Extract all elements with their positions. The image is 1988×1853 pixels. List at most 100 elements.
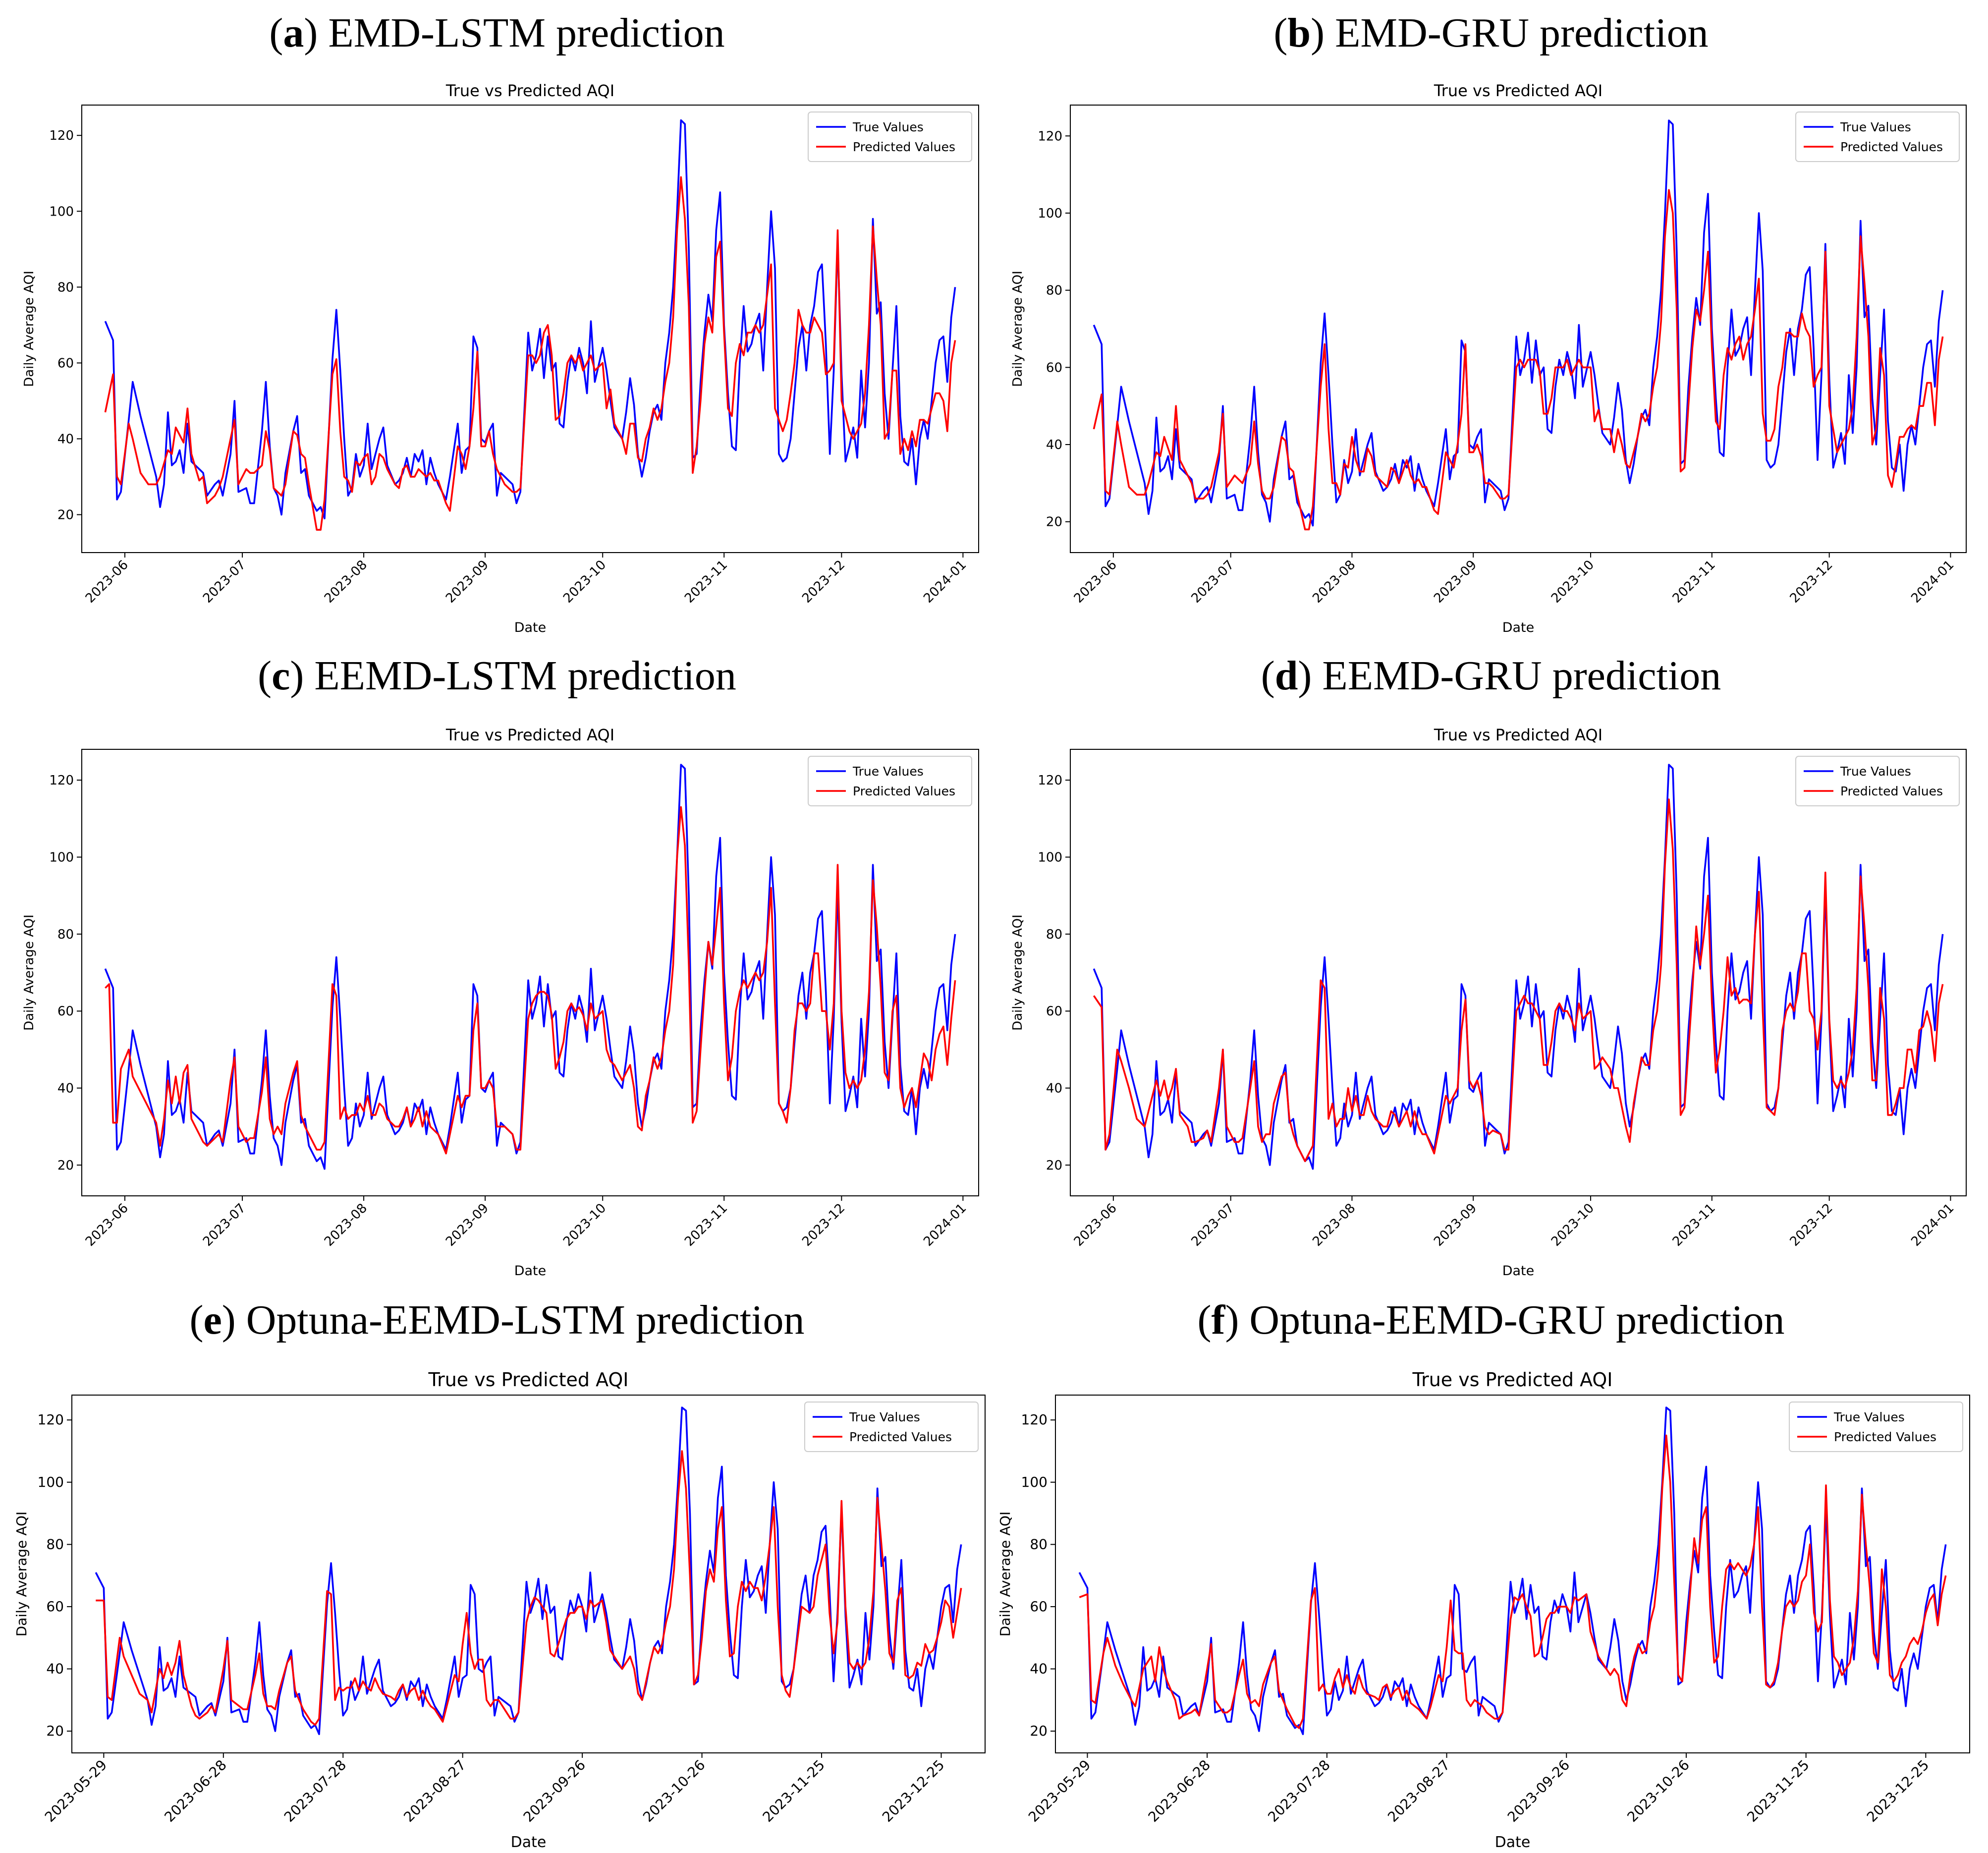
y-axis-label: Daily Average AQI xyxy=(1010,914,1025,1031)
y-tick-label: 20 xyxy=(1046,1158,1062,1173)
legend-true-label: True Values xyxy=(1833,1410,1905,1424)
y-tick-label: 120 xyxy=(49,128,74,143)
chart-title: True vs Predicted AQI xyxy=(1412,1369,1612,1391)
legend-box xyxy=(1789,1402,1963,1452)
plot-area xyxy=(1070,749,1967,1196)
legend-box xyxy=(804,1402,979,1452)
legend-box xyxy=(1795,756,1960,806)
y-tick-label: 120 xyxy=(1038,129,1062,144)
y-tick-label: 20 xyxy=(1030,1723,1048,1739)
y-tick-label: 120 xyxy=(1021,1411,1048,1428)
y-axis-label: Daily Average AQI xyxy=(997,1512,1013,1637)
y-tick-label: 80 xyxy=(1030,1536,1048,1552)
legend-pred-label: Predicted Values xyxy=(853,784,955,798)
y-tick-label: 40 xyxy=(57,1081,74,1096)
y-tick-label: 40 xyxy=(57,432,74,447)
plot-area xyxy=(1055,1395,1970,1753)
y-tick-label: 40 xyxy=(1046,1081,1062,1096)
y-tick-label: 120 xyxy=(1038,773,1062,788)
x-axis-label: Date xyxy=(1502,1263,1535,1279)
y-tick-label: 60 xyxy=(57,1004,74,1019)
predicted-values-line xyxy=(1093,189,1944,531)
x-axis-label: Date xyxy=(514,1263,547,1279)
panel-b-caption: (b) EMD-GRU prediction xyxy=(1273,10,1709,56)
y-tick-label: 20 xyxy=(1046,515,1062,530)
x-axis-label: Date xyxy=(511,1834,547,1851)
legend-pred-label: Predicted Values xyxy=(1834,1430,1936,1444)
plot-area xyxy=(81,749,979,1196)
legend-pred-label: Predicted Values xyxy=(1840,784,1943,798)
y-tick-label: 120 xyxy=(38,1411,64,1428)
panel-e-caption: (e) Optuna-EEMD-LSTM prediction xyxy=(189,1297,805,1343)
predicted-values-line xyxy=(1093,798,1944,1162)
y-tick-label: 120 xyxy=(49,773,74,788)
x-tick-label: 2023-08-27 xyxy=(1384,1757,1453,1825)
y-axis-label: Daily Average AQI xyxy=(22,914,37,1031)
y-tick-label: 100 xyxy=(1021,1474,1048,1490)
x-axis-label: Date xyxy=(514,620,547,635)
y-tick-label: 80 xyxy=(57,280,74,295)
plot-area xyxy=(81,105,979,553)
y-tick-label: 100 xyxy=(1038,850,1062,865)
chart-title: True vs Predicted AQI xyxy=(1434,726,1602,744)
x-tick-label: 2023-05-29 xyxy=(1025,1757,1094,1825)
y-tick-label: 60 xyxy=(57,356,74,371)
y-tick-label: 100 xyxy=(49,850,74,865)
x-tick-label: 2023-12-25 xyxy=(1864,1757,1932,1825)
plot-area xyxy=(71,1395,986,1753)
x-tick-label: 2023-07-28 xyxy=(1265,1757,1333,1825)
predicted-values-line xyxy=(1079,1434,1947,1729)
plot-area xyxy=(1070,105,1967,553)
panel-c-caption: (c) EEMD-LSTM prediction xyxy=(258,653,736,699)
y-axis-label: Daily Average AQI xyxy=(22,271,37,387)
panel-a-caption: (a) EMD-LSTM prediction xyxy=(269,10,725,56)
y-tick-label: 20 xyxy=(46,1723,64,1739)
legend-true-label: True Values xyxy=(1840,120,1911,134)
legend-pred-label: Predicted Values xyxy=(1840,140,1943,154)
legend-box xyxy=(808,756,972,806)
x-axis-label: Date xyxy=(1495,1834,1531,1851)
legend-pred-label: Predicted Values xyxy=(853,140,955,154)
y-tick-label: 60 xyxy=(1046,360,1062,375)
predicted-values-line xyxy=(104,176,956,531)
y-tick-label: 40 xyxy=(1046,438,1062,452)
y-tick-label: 100 xyxy=(38,1474,64,1490)
chart-title: True vs Predicted AQI xyxy=(445,81,614,100)
legend-true-label: True Values xyxy=(1840,764,1911,779)
true-values-line xyxy=(1093,764,1944,1170)
y-tick-label: 60 xyxy=(1030,1598,1048,1615)
x-tick-label: 2023-09-26 xyxy=(1504,1757,1573,1825)
panel-f-caption: (f) Optuna-EEMD-GRU prediction xyxy=(1197,1297,1785,1343)
panel-d-caption: (d) EEMD-GRU prediction xyxy=(1261,653,1721,699)
y-tick-label: 20 xyxy=(57,1158,74,1173)
y-tick-label: 80 xyxy=(57,927,74,942)
y-tick-label: 80 xyxy=(46,1536,64,1552)
predicted-values-line xyxy=(105,806,956,1155)
y-axis-label: Daily Average AQI xyxy=(1010,271,1025,387)
y-axis-label: Daily Average AQI xyxy=(13,1512,30,1637)
legend-true-label: True Values xyxy=(849,1410,920,1424)
legend-true-label: True Values xyxy=(852,120,924,134)
x-tick-label: 2023-06-28 xyxy=(1145,1757,1214,1825)
chart-e: True vs Predicted AQI204060801001202023-… xyxy=(13,1369,986,1851)
chart-b: True vs Predicted AQI204060801001202023-… xyxy=(1010,81,1967,635)
x-tick-label: 2023-10-26 xyxy=(1624,1757,1693,1825)
x-tick-label: 2023-11-25 xyxy=(1744,1757,1812,1825)
chart-title: True vs Predicted AQI xyxy=(1434,81,1602,100)
y-tick-label: 80 xyxy=(1046,927,1062,942)
chart-title: True vs Predicted AQI xyxy=(428,1369,628,1391)
y-tick-label: 20 xyxy=(57,507,74,522)
predicted-values-line xyxy=(96,1450,962,1726)
x-axis-label: Date xyxy=(1502,620,1535,635)
y-tick-label: 100 xyxy=(1038,206,1062,221)
y-tick-label: 80 xyxy=(1046,283,1062,298)
y-tick-label: 60 xyxy=(46,1598,64,1615)
y-tick-label: 40 xyxy=(1030,1660,1048,1677)
chart-a: True vs Predicted AQI204060801001202023-… xyxy=(22,81,979,635)
y-tick-label: 60 xyxy=(1046,1004,1062,1019)
legend-box xyxy=(1795,112,1960,162)
legend-box xyxy=(808,112,972,162)
chart-c: True vs Predicted AQI204060801001202023-… xyxy=(22,726,979,1279)
legend-pred-label: Predicted Values xyxy=(849,1430,952,1444)
